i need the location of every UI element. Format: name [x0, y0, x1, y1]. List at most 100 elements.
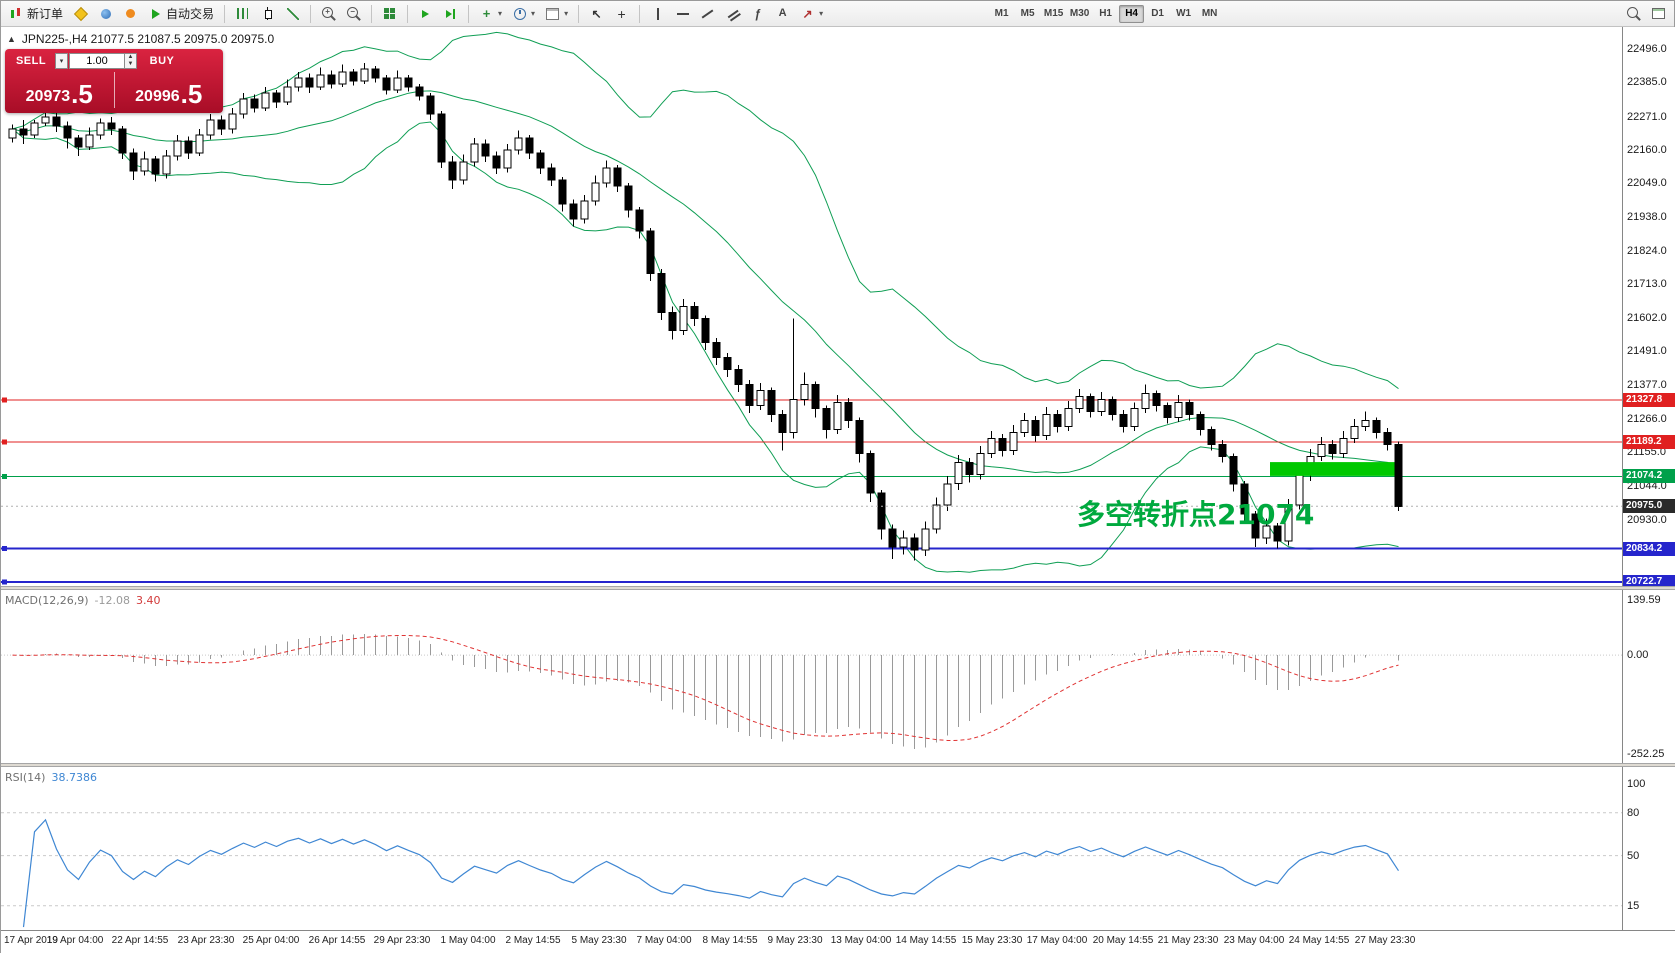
dropdown-caret-icon[interactable]: ▾ [564, 9, 569, 18]
macd-indicator-label: MACD(12,26,9) -12.08 3.40 [5, 594, 161, 607]
dropdown-caret-icon[interactable]: ▾ [498, 9, 503, 18]
candlestick-chart-button[interactable] [256, 4, 279, 24]
arrows-button[interactable]: ▾ [796, 4, 827, 24]
text-icon [775, 6, 790, 21]
time-axis-label: 21 May 23:30 [1157, 935, 1219, 946]
auto-scroll-button[interactable] [414, 4, 437, 24]
tile-windows-button[interactable] [378, 4, 401, 24]
buy-button[interactable]: BUY [149, 55, 175, 67]
panel-splitter[interactable] [1, 763, 1675, 767]
bars-icon [235, 6, 250, 21]
timeframe-m15[interactable]: M15 [1043, 8, 1064, 19]
indicators-button[interactable]: ▾ [475, 4, 506, 24]
timeframe-w1[interactable]: W1 [1176, 8, 1192, 19]
crosshair-button[interactable] [610, 4, 633, 24]
price-divider [113, 72, 115, 108]
time-axis-label: 29 Apr 23:30 [373, 935, 431, 946]
sound-icon [123, 6, 138, 21]
sell-price[interactable]: 20973.5 [5, 70, 114, 110]
vertical-line-button[interactable] [646, 4, 669, 24]
price-axis-label: 21938.0 [1627, 211, 1667, 223]
timeframe-m5[interactable]: M5 [1020, 8, 1035, 19]
candles [8, 62, 1403, 561]
one-click-trading-panel: SELL ▾ ▲▼ BUY 20973.5 20996.5 [5, 49, 223, 113]
line-chart-button[interactable] [281, 4, 304, 24]
step-up-icon[interactable]: ▲ [127, 54, 134, 60]
time-axis-label: 24 May 14:55 [1288, 935, 1350, 946]
time-axis-label: 13 May 04:00 [830, 935, 892, 946]
volume-dropdown[interactable]: ▾ [55, 53, 68, 69]
timeframe-m1[interactable]: M1 [994, 8, 1009, 19]
bar-chart-button[interactable] [231, 4, 254, 24]
chart-annotation-text[interactable]: 多空转折点21074 [1077, 498, 1315, 531]
line-handle[interactable] [2, 546, 7, 552]
panel-splitter[interactable] [1, 586, 1675, 590]
sell-price-pips: .5 [71, 78, 93, 109]
zoom-in-button[interactable] [317, 4, 340, 24]
dropdown-caret-icon[interactable]: ▾ [819, 9, 824, 18]
rsi-panel[interactable] [1, 767, 1622, 930]
time-axis-label: 23 Apr 23:30 [177, 935, 235, 946]
chart-shift-button[interactable] [439, 4, 462, 24]
templates-button[interactable]: ▾ [541, 4, 572, 24]
time-axis-label: 27 May 23:30 [1354, 935, 1416, 946]
price-chart-canvas[interactable] [1, 27, 1622, 586]
fibonacci-button[interactable] [746, 4, 769, 24]
timeframe-h1[interactable]: H1 [1099, 8, 1112, 19]
time-axis-label: 22 Apr 14:55 [111, 935, 169, 946]
timeframe-mn[interactable]: MN [1201, 8, 1218, 19]
macd-panel[interactable] [1, 590, 1622, 763]
chart-area: ▲ JPN225-,H4 21077.5 21087.5 20975.0 209… [1, 27, 1675, 953]
channel-button[interactable] [721, 4, 744, 24]
sell-button[interactable]: SELL [15, 55, 47, 67]
indicator-icon [479, 6, 494, 21]
highlight-rectangle[interactable] [1270, 462, 1400, 476]
timeframe-d1[interactable]: D1 [1151, 8, 1164, 19]
line-handle[interactable] [2, 579, 7, 585]
price-scale[interactable]: 22496.0 22385.0 22271.0 22160.0 22049.0 21938… [1622, 27, 1675, 930]
trend-icon [700, 6, 715, 21]
level-lines [1, 397, 1622, 585]
step-down-icon[interactable]: ▼ [127, 61, 134, 67]
volume-stepper[interactable]: ▲ ▼ [125, 53, 137, 69]
timeframe-m30[interactable]: M30 [1069, 8, 1090, 19]
trade-panel-controls: SELL ▾ ▲▼ BUY [5, 49, 223, 70]
chart-header: ▲ JPN225-,H4 21077.5 21087.5 20975.0 209… [7, 32, 274, 46]
new-order-button-label: 新订单 [27, 7, 64, 21]
cursor-button[interactable] [585, 4, 608, 24]
price-tag: 21327.8 [1623, 393, 1675, 407]
time-axis[interactable]: 17 Apr 2019 19 Apr 04:00 22 Apr 14:55 23 Ap… [1, 930, 1675, 949]
buy-price-main: 20996 [135, 88, 180, 105]
autotrading-button[interactable]: 自动交易 [144, 4, 218, 24]
text-button[interactable] [771, 4, 794, 24]
horizontal-line-button[interactable] [671, 4, 694, 24]
line-handle[interactable] [2, 397, 7, 403]
macd-axis-label: 0.00 [1627, 649, 1649, 661]
line-handle[interactable] [2, 439, 7, 445]
line-handle[interactable] [2, 474, 7, 479]
vline-icon [650, 6, 665, 21]
arrow-icon [800, 6, 815, 21]
zoom-out-button[interactable] [342, 4, 365, 24]
periods-button[interactable]: ▾ [508, 4, 539, 24]
dropdown-caret-icon[interactable]: ▾ [531, 9, 536, 18]
metaeditor-button[interactable] [69, 4, 92, 24]
alerts-button[interactable] [119, 4, 142, 24]
toolbar-separator [224, 4, 226, 23]
new-order-button[interactable]: 新订单 [5, 4, 67, 24]
toolbar-separator [371, 4, 373, 23]
community-button[interactable] [94, 4, 117, 24]
time-axis-label: 20 May 14:55 [1092, 935, 1154, 946]
price-axis-label: 21824.0 [1627, 245, 1667, 257]
volume-input[interactable] [69, 53, 125, 69]
diamond-icon [73, 6, 88, 21]
chart-window-button[interactable] [1647, 4, 1670, 24]
buy-price[interactable]: 20996.5 [115, 70, 224, 110]
chevron-down-icon: ▾ [59, 58, 64, 65]
cursor-icon [589, 6, 604, 21]
one-click-toggle-icon[interactable]: ▲ [7, 34, 16, 44]
timeframe-h4[interactable]: H4 [1119, 4, 1145, 23]
trade-panel-prices: 20973.5 20996.5 [5, 70, 223, 110]
trendline-button[interactable] [696, 4, 719, 24]
search-button[interactable] [1622, 4, 1645, 24]
